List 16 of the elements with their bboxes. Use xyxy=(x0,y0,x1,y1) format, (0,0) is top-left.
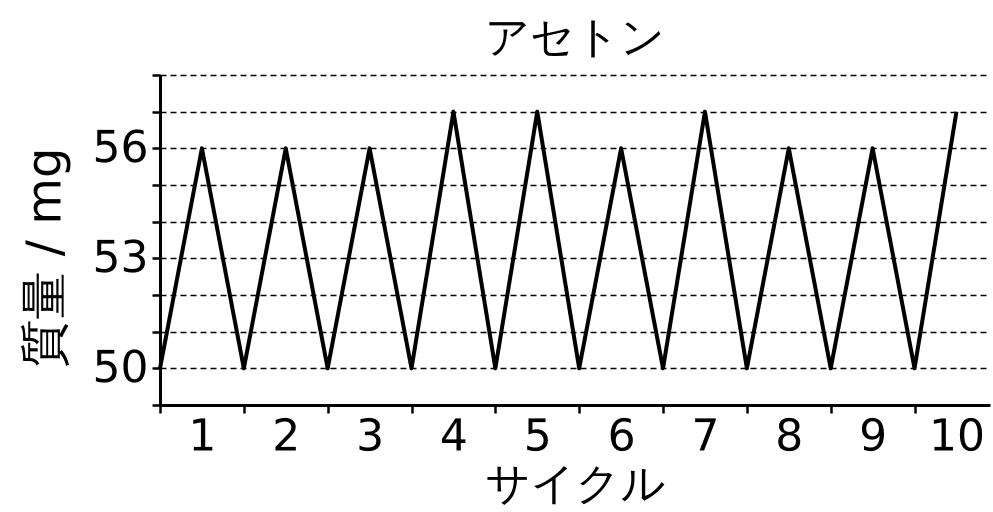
x-tick-label: 5 xyxy=(524,410,552,462)
y-axis-title: 質量 / mg xyxy=(16,148,73,368)
x-tick-label: 7 xyxy=(691,410,720,462)
x-tick-label: 2 xyxy=(272,410,300,462)
x-tick-label: 10 xyxy=(928,410,985,462)
x-tick-label: 9 xyxy=(859,410,888,462)
x-tick-label: 8 xyxy=(775,410,804,462)
x-tick-label: 6 xyxy=(608,410,636,462)
x-tick-label: 1 xyxy=(188,410,216,462)
y-tick-label: 53 xyxy=(92,232,148,283)
y-tick-label: 56 xyxy=(92,122,148,173)
x-axis-title: サイクル xyxy=(486,458,666,510)
chart-title: アセトン xyxy=(485,12,665,63)
x-tick-label: 3 xyxy=(356,410,384,462)
y-tick-label: 50 xyxy=(92,342,148,393)
x-tick-label: 4 xyxy=(440,410,468,462)
